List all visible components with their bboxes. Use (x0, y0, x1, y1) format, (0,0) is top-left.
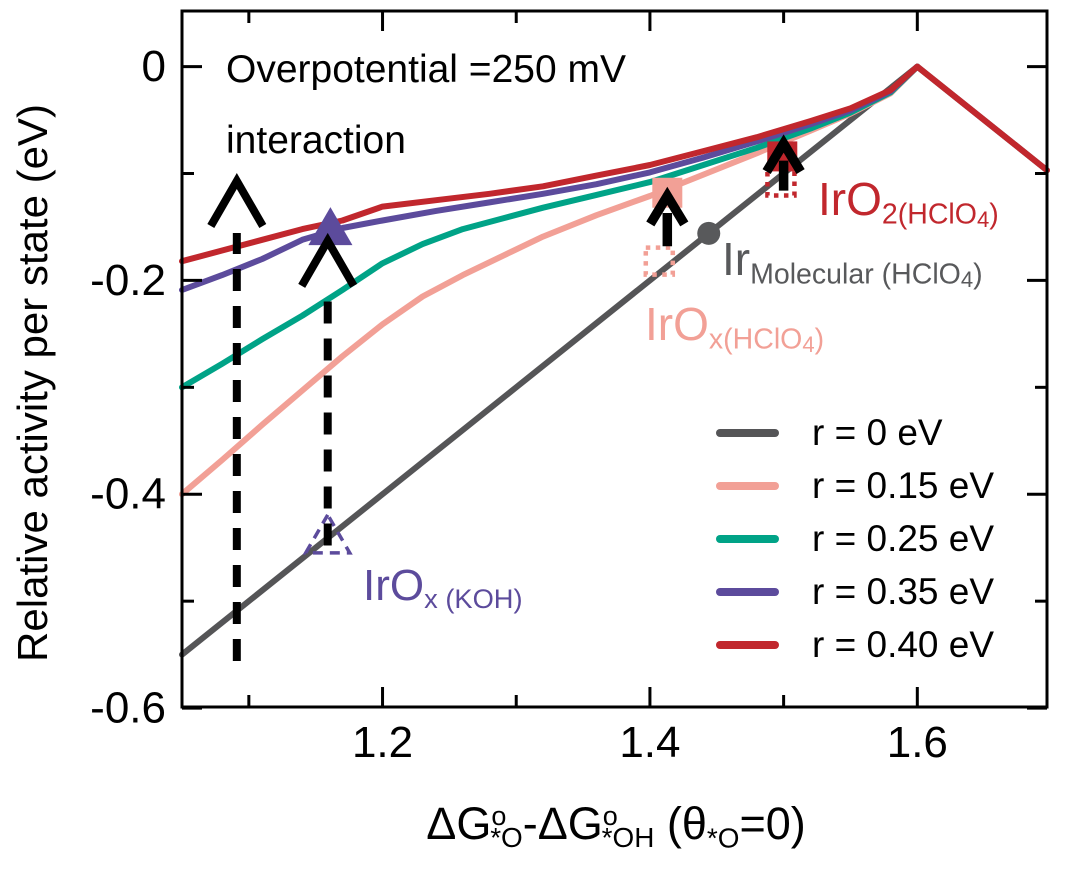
interaction-arrow-koh-head (298, 232, 358, 288)
arrows (207, 134, 805, 662)
note-block: Overpotential =250 mV interaction (226, 50, 626, 160)
rich-text: -ΔG (522, 798, 603, 849)
subscript: 4 (960, 267, 974, 293)
rich-text: IrO (645, 298, 709, 350)
shift-arrow-iro2-hclo4-head (762, 134, 805, 175)
legend-swatch (716, 481, 779, 490)
subscript: ) (814, 323, 825, 356)
axes (180, 9, 1049, 710)
rich-text: IrO (818, 173, 882, 225)
subscript: *O (706, 822, 740, 854)
annotation-iro2-hclo4: IrO2(HClO4) (818, 176, 999, 231)
legend-item-0: r = 0 eV (716, 406, 994, 459)
tick-labels: 1.2 1.4 1.6 0 -0.2 -0.4 -0.6 (90, 42, 948, 767)
marker-ir-molecular (697, 221, 721, 245)
series-line-0.25 (179, 63, 921, 391)
marker-irox-hclo4-start (643, 245, 676, 277)
annotation-irox-hclo4: IrOx(HClO4) (645, 301, 824, 356)
rich-text: IrO (363, 561, 425, 610)
y-tick-label-0: 0 (142, 42, 166, 91)
legend-item-0.35: r = 0.35 eV (716, 565, 994, 618)
legend-item-0.15: r = 0.15 eV (716, 459, 994, 512)
legend-label: r = 0.25 eV (812, 517, 995, 559)
superscript: o (491, 800, 507, 831)
legend-item-0.25: r = 0.25 eV (716, 512, 994, 565)
y-axis-label: Relative activity per state (eV) (9, 104, 56, 662)
rich-text: (θ (654, 798, 707, 849)
x-tick-label-1.2: 1.2 (352, 718, 413, 767)
legend-swatch (716, 428, 779, 437)
note-overpotential: Overpotential =250 mV (226, 48, 626, 91)
marker-irox-koh-start (302, 511, 353, 555)
legend: r = 0 eV r = 0.15 eV r = 0.25 eV r = 0.35 e… (716, 406, 994, 671)
interaction-arrow-left-head (207, 172, 267, 228)
subscript: *O (490, 822, 523, 854)
legend-label: r = 0 eV (812, 411, 943, 453)
subscript: ) (973, 258, 983, 291)
legend-swatch (716, 534, 779, 543)
annotation-ir-molecular-hclo4: IrMolecular (HClO4) (722, 236, 983, 291)
series-line-0.40 (179, 63, 1050, 265)
x-tick-label-1.4: 1.4 (619, 718, 680, 767)
y-tick-label--0.2: -0.2 (90, 256, 166, 305)
subscript: x (KOH) (424, 583, 523, 615)
x-tick-label-1.6: 1.6 (887, 718, 948, 767)
shift-arrow-irox-hclo4-head (646, 186, 689, 227)
subscript: 4 (802, 332, 815, 358)
subscript: Molecular (HClO (750, 258, 961, 291)
rich-text: Ir (722, 233, 751, 285)
y-tick-label--0.6: -0.6 (90, 684, 166, 733)
note-interaction: interaction (226, 119, 406, 162)
legend-swatch (716, 640, 779, 649)
plot-frame (180, 9, 1049, 709)
legend-label: r = 0.40 eV (812, 623, 995, 665)
y-tick-label--0.4: -0.4 (90, 470, 166, 519)
x-axis-label: ΔGo*O-ΔGo*OH (θ*O=0) (426, 798, 805, 854)
subscript: ) (989, 198, 999, 231)
legend-swatch (716, 587, 779, 596)
rich-text: ΔG (426, 798, 492, 849)
superscript: o (602, 800, 618, 831)
legend-item-0.40: r = 0.40 eV (716, 618, 994, 671)
subscript: *OH (601, 822, 655, 854)
subscript: 2(HClO (881, 198, 977, 231)
marker-irox-koh (308, 207, 353, 246)
rich-text: =0) (739, 798, 806, 849)
legend-label: r = 0.35 eV (812, 570, 995, 612)
subscript: x(HClO (708, 323, 803, 356)
annotation-irox-koh: IrOx (KOH) (363, 561, 523, 615)
subscript: 4 (976, 207, 990, 233)
legend-label: r = 0.15 eV (812, 464, 995, 506)
